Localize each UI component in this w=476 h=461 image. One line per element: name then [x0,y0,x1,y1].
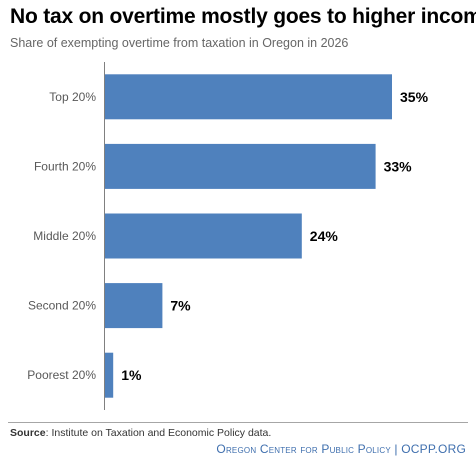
footer-divider [8,422,468,423]
category-label-4: Poorest 20% [27,368,96,382]
source-label: Source [10,427,46,439]
bar-chart: Top 20% 35% Fourth 20% 33% Middle 20% 24% Seco… [27,62,429,410]
bar-2 [105,213,302,259]
chart-subtitle: Share of exempting overtime from taxatio… [10,36,349,50]
bar-3 [105,283,163,329]
organization-footer: Oregon Center for Public Policy | OCPP.O… [216,442,466,456]
value-label-4: 1% [121,367,142,383]
value-label-0: 35% [400,89,429,105]
category-label-3: Second 20% [28,299,96,313]
chart-title: No tax on overtime mostly goes to higher… [10,5,476,28]
category-label-0: Top 20% [49,90,96,104]
bar-1 [105,143,376,189]
source-text: : Institute on Taxation and Economic Pol… [45,427,272,439]
value-label-2: 24% [310,228,339,244]
source-note: Source: Institute on Taxation and Econom… [10,427,271,439]
category-label-2: Middle 20% [33,229,96,243]
value-label-1: 33% [384,158,413,174]
bar-0 [105,74,392,120]
value-label-3: 7% [170,298,191,314]
bar-4 [105,352,114,398]
category-label-1: Fourth 20% [34,159,96,173]
